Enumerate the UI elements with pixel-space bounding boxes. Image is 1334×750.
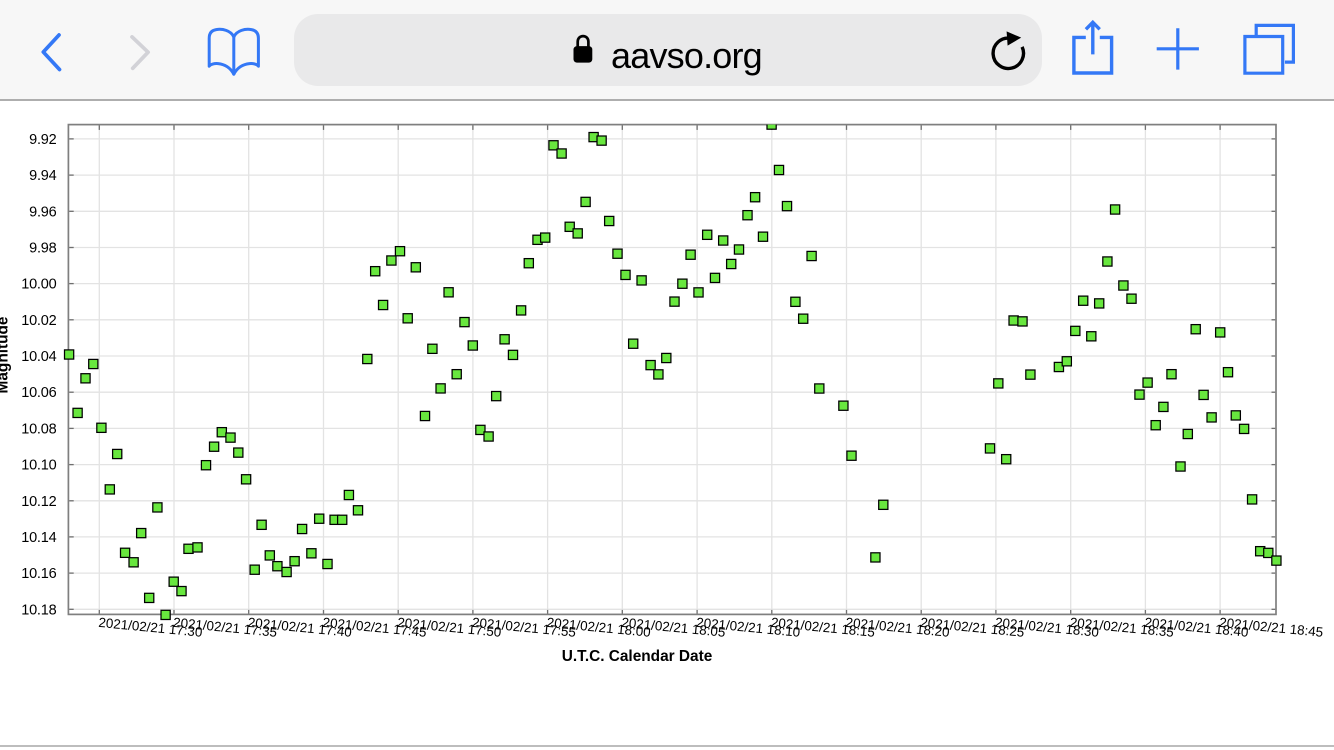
svg-text:10.04: 10.04 (21, 349, 56, 365)
svg-text:9.92: 9.92 (29, 132, 57, 148)
svg-text:10.00: 10.00 (21, 277, 56, 293)
svg-text:9.96: 9.96 (29, 204, 57, 220)
svg-text:9.94: 9.94 (29, 168, 57, 184)
svg-text:10.14: 10.14 (21, 530, 56, 546)
svg-text:10.10: 10.10 (21, 458, 56, 474)
svg-text:10.16: 10.16 (21, 566, 56, 582)
svg-text:10.18: 10.18 (21, 602, 56, 618)
svg-text:U.T.C. Calendar Date: U.T.C. Calendar Date (562, 648, 713, 665)
svg-text:10.08: 10.08 (21, 421, 56, 437)
svg-text:10.12: 10.12 (21, 494, 56, 510)
svg-text:10.02: 10.02 (21, 313, 56, 329)
svg-text:10.06: 10.06 (21, 385, 56, 401)
svg-text:Magnitude: Magnitude (0, 316, 12, 393)
svg-text:9.98: 9.98 (29, 241, 57, 257)
